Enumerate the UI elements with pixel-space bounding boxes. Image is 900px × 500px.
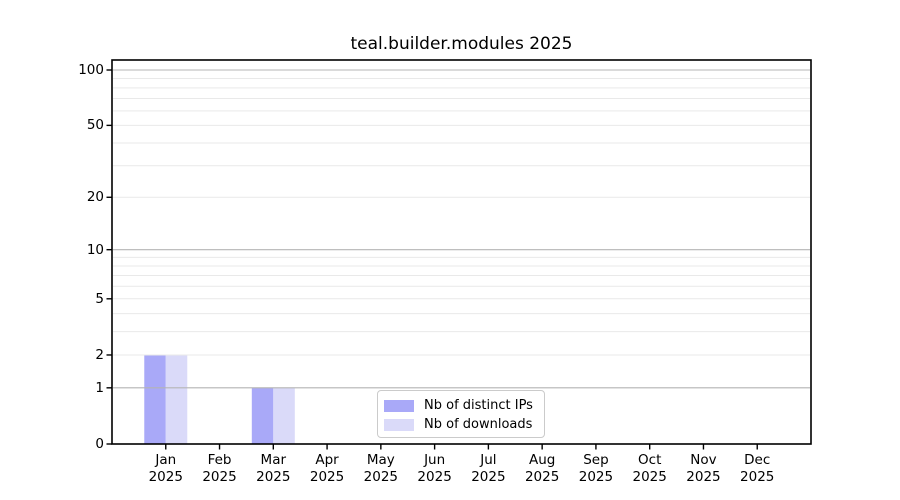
legend-swatch-distinct-ips <box>384 399 414 412</box>
x-tick-label: Jun 2025 <box>417 452 452 485</box>
legend-label-distinct-ips: Nb of distinct IPs <box>424 398 533 413</box>
chart-title: teal.builder.modules 2025 <box>350 34 573 54</box>
legend-row-downloads: Nb of downloads <box>384 415 536 434</box>
x-tick-label: Apr 2025 <box>309 452 345 485</box>
legend: Nb of distinct IPs Nb of downloads <box>377 390 545 438</box>
bar-distinct-ips <box>144 354 166 444</box>
bar-distinct-ips <box>251 387 274 444</box>
x-tick-label: Aug 2025 <box>524 452 560 485</box>
legend-label-downloads: Nb of downloads <box>424 417 533 432</box>
x-tick-label: Oct 2025 <box>632 452 667 485</box>
y-tick-label: 2 <box>95 346 104 363</box>
x-tick-label: Jan 2025 <box>148 452 183 485</box>
x-tick-label: Mar 2025 <box>256 452 291 485</box>
legend-swatch-downloads <box>384 418 414 431</box>
y-tick-label: 5 <box>95 290 104 307</box>
x-tick-label: Sep 2025 <box>578 452 614 485</box>
y-tick-label: 100 <box>78 62 104 78</box>
y-tick-label: 20 <box>86 189 104 206</box>
x-tick-label: Feb 2025 <box>202 452 237 485</box>
legend-row-distinct-ips: Nb of distinct IPs <box>384 396 536 415</box>
x-tick-label: May 2025 <box>363 452 399 485</box>
x-tick-label: Nov 2025 <box>686 452 721 485</box>
bar-downloads <box>165 354 188 444</box>
x-tick-label: Dec 2025 <box>740 452 775 485</box>
y-tick-label: 10 <box>86 241 104 258</box>
y-tick-label: 50 <box>86 117 104 134</box>
plot-border <box>111 59 812 445</box>
x-tick-label: Jul 2025 <box>471 452 506 485</box>
bar-downloads <box>273 387 295 444</box>
y-tick-label: 0 <box>95 436 104 452</box>
y-tick-label: 1 <box>95 379 104 396</box>
